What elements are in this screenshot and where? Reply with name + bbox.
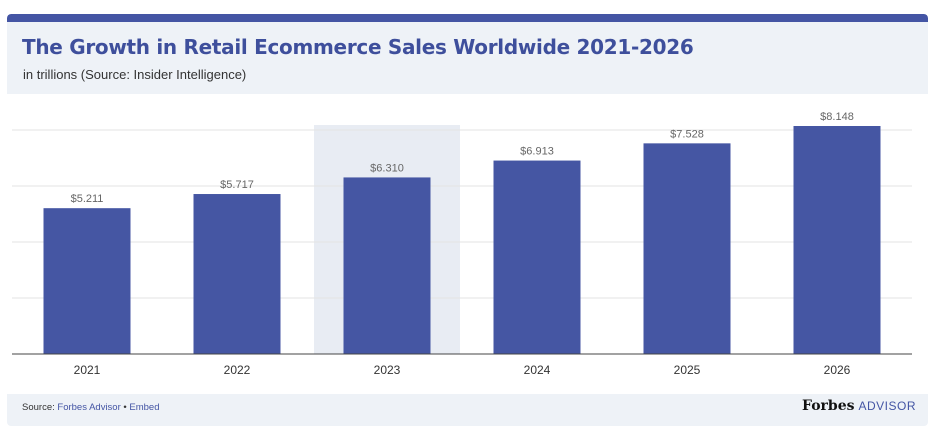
x-tick-2022: 2022	[224, 363, 251, 377]
data-label-2021: $5.211	[71, 193, 104, 205]
x-tick-2023: 2023	[374, 363, 401, 377]
forbes-advisor-logo: Forbes ADVISOR	[802, 397, 916, 415]
top-accent-bar	[7, 14, 928, 22]
bar-2021[interactable]	[43, 208, 131, 354]
bar-2022[interactable]	[193, 194, 281, 354]
brand-suffix: ADVISOR	[858, 399, 916, 413]
plot-area: $5.211 2021 $5.717 2022 $6.310 2023 $6.913 2024…	[7, 94, 928, 394]
x-tick-2021: 2021	[74, 363, 101, 377]
bar-2026[interactable]	[793, 126, 881, 354]
footer-separator: •	[123, 402, 127, 413]
bar-2023[interactable]	[343, 177, 431, 354]
chart-title: The Growth in Retail Ecommerce Sales Wor…	[22, 35, 694, 59]
data-label-2024: $6.913	[520, 146, 554, 158]
bar-chart: $5.211 2021 $5.717 2022 $6.310 2023 $6.913 2024…	[12, 111, 912, 377]
bar-2024[interactable]	[493, 160, 581, 354]
data-label-2023: $6.310	[370, 162, 404, 174]
x-tick-2026: 2026	[824, 363, 851, 377]
chart-subtitle: in trillions (Source: Insider Intelligen…	[23, 67, 247, 82]
data-label-2026: $8.148	[820, 111, 854, 123]
bar-2025[interactable]	[643, 143, 731, 354]
chart-card: The Growth in Retail Ecommerce Sales Wor…	[7, 14, 928, 426]
source-prefix: Source:	[22, 402, 55, 413]
source-link[interactable]: Forbes Advisor	[57, 402, 121, 413]
embed-link[interactable]: Embed	[129, 402, 160, 413]
data-label-2022: $5.717	[220, 179, 254, 191]
brand-name: Forbes	[802, 398, 855, 414]
x-tick-2025: 2025	[674, 363, 701, 377]
data-label-2025: $7.528	[670, 128, 704, 140]
footer-source: Source: Forbes Advisor • Embed	[22, 402, 159, 413]
x-tick-2024: 2024	[524, 363, 551, 377]
